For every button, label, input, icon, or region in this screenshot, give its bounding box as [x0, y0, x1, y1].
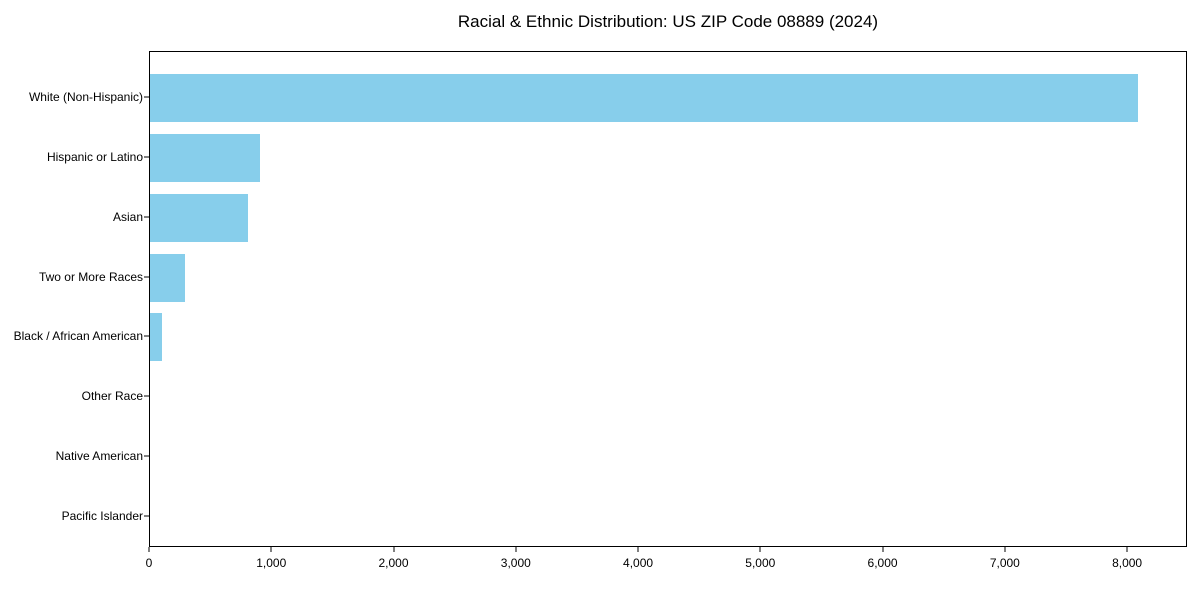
x-tick-label: 3,000: [500, 556, 531, 570]
x-tick-label: 6,000: [867, 556, 898, 570]
bar: [150, 74, 1138, 122]
x-tick: [148, 547, 150, 552]
x-tick: [393, 547, 395, 552]
y-axis-label: Other Race: [81, 389, 143, 404]
y-tick: [144, 96, 149, 98]
bar: [150, 253, 186, 302]
y-axis-label: Native American: [55, 449, 143, 464]
x-tick-label: 1,000: [256, 556, 287, 570]
y-tick: [144, 395, 149, 397]
x-tick-label: 0: [145, 556, 153, 570]
y-tick: [144, 455, 149, 457]
y-axis-label: Hispanic or Latino: [46, 149, 143, 164]
y-tick: [144, 276, 149, 278]
y-axis-label: White (Non-Hispanic): [28, 90, 143, 104]
y-axis-label: Two or More Races: [38, 269, 143, 284]
x-tick-label: 4,000: [623, 556, 654, 570]
y-tick: [144, 515, 149, 517]
y-axis-label: Black / African American: [13, 329, 143, 344]
x-tick: [759, 547, 761, 552]
y-tick: [144, 335, 149, 337]
x-tick: [515, 547, 517, 552]
bar: [150, 133, 261, 182]
x-tick: [882, 547, 884, 552]
y-tick: [144, 156, 149, 158]
x-tick-label: 5,000: [745, 556, 776, 570]
chart-title: Racial & Ethnic Distribution: US ZIP Cod…: [457, 12, 879, 31]
x-tick: [637, 547, 639, 552]
x-tick: [1126, 547, 1128, 552]
x-tick: [1004, 547, 1006, 552]
y-axis-label: Asian: [112, 209, 143, 224]
x-tick-label: 8,000: [1112, 556, 1143, 570]
plot-area: [149, 51, 1187, 547]
bar: [150, 313, 163, 362]
y-axis-label: Pacific Islander: [61, 509, 143, 524]
x-tick: [270, 547, 272, 552]
x-tick-label: 7,000: [989, 556, 1020, 570]
y-tick: [144, 216, 149, 218]
x-tick-label: 2,000: [378, 556, 409, 570]
bar: [150, 193, 248, 242]
